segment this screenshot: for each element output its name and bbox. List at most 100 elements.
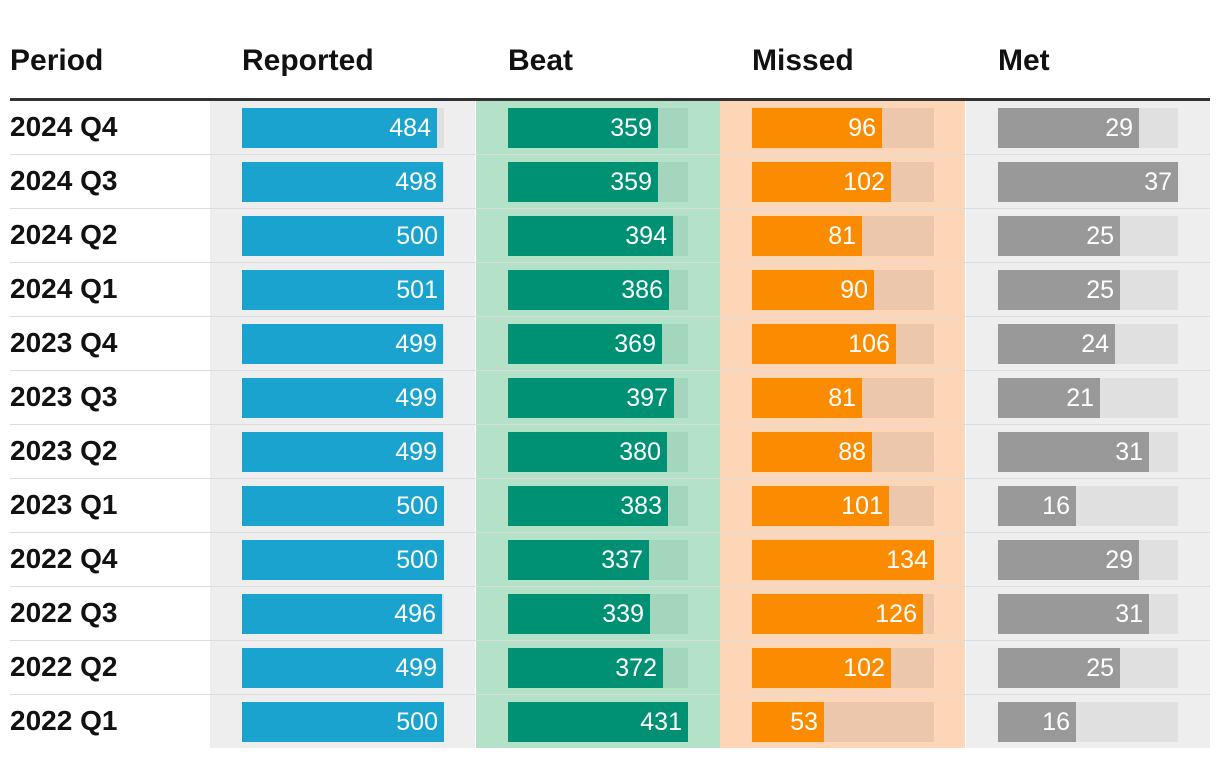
beat-value-label: 386 [621, 276, 663, 304]
met-bar-track: 29 [998, 540, 1178, 580]
table-row: 2024 Q3 498 359 102 37 [0, 155, 1220, 209]
beat-bar-track: 394 [508, 216, 688, 256]
beat-bar-track: 386 [508, 270, 688, 310]
table-row: 2022 Q4 500 337 134 29 [0, 533, 1220, 587]
met-value-label: 16 [1042, 708, 1070, 736]
period-label: 2022 Q2 [10, 651, 118, 682]
beat-bar-track: 337 [508, 540, 688, 580]
met-bar [998, 432, 1149, 472]
missed-bar-track: 88 [752, 432, 934, 472]
reported-bar-track: 499 [242, 324, 444, 364]
met-bar-track: 25 [998, 270, 1178, 310]
met-bar [998, 486, 1076, 526]
missed-bar-track: 134 [752, 540, 934, 580]
met-value-label: 16 [1042, 492, 1070, 520]
table-row: 2022 Q2 499 372 102 25 [0, 641, 1220, 695]
reported-bar-track: 498 [242, 162, 444, 202]
period-label: 2024 Q2 [10, 219, 118, 250]
reported-value-label: 499 [395, 654, 437, 682]
reported-value-label: 499 [395, 330, 437, 358]
missed-bar [752, 486, 889, 526]
reported-bar-track: 500 [242, 216, 444, 256]
missed-value-label: 96 [848, 114, 876, 142]
missed-bar [752, 324, 896, 364]
beat-bar [508, 648, 663, 688]
met-bar-track: 25 [998, 216, 1178, 256]
beat-bar-track: 380 [508, 432, 688, 472]
period-label: 2024 Q4 [10, 111, 118, 142]
beat-value-label: 380 [619, 438, 661, 466]
met-bar-track: 21 [998, 378, 1178, 418]
column-header-period: Period [10, 44, 104, 77]
met-bar-track: 37 [998, 162, 1178, 202]
reported-bar [242, 162, 443, 202]
missed-bar-track: 102 [752, 648, 934, 688]
reported-value-label: 500 [396, 222, 438, 250]
row-separator [10, 424, 1210, 425]
reported-value-label: 499 [395, 438, 437, 466]
column-header-missed: Missed [752, 44, 854, 77]
missed-bar [752, 648, 891, 688]
missed-bar-track: 81 [752, 378, 934, 418]
period-label: 2022 Q3 [10, 597, 118, 628]
reported-bar [242, 108, 437, 148]
met-bar [998, 270, 1120, 310]
period-label: 2023 Q2 [10, 435, 118, 466]
met-value-label: 25 [1086, 222, 1114, 250]
row-separator [10, 208, 1210, 209]
met-bar-track: 29 [998, 108, 1178, 148]
reported-bar [242, 216, 444, 256]
beat-bar-track: 339 [508, 594, 688, 634]
missed-value-label: 101 [841, 492, 883, 520]
missed-value-label: 126 [875, 600, 917, 628]
beat-bar-track: 397 [508, 378, 688, 418]
met-value-label: 29 [1105, 114, 1133, 142]
met-bar [998, 216, 1120, 256]
beat-value-label: 431 [640, 708, 682, 736]
met-bar [998, 378, 1100, 418]
table-row: 2024 Q1 501 386 90 25 [0, 263, 1220, 317]
column-header-met: Met [998, 44, 1050, 77]
reported-bar [242, 378, 443, 418]
missed-bar-track: 101 [752, 486, 934, 526]
met-bar [998, 648, 1120, 688]
beat-bar-track: 431 [508, 702, 688, 742]
beat-bar-track: 359 [508, 162, 688, 202]
reported-bar [242, 324, 443, 364]
met-value-label: 25 [1086, 276, 1114, 304]
met-value-label: 31 [1115, 600, 1143, 628]
missed-bar-track: 102 [752, 162, 934, 202]
missed-bar [752, 702, 824, 742]
table-row: 2023 Q1 500 383 101 16 [0, 479, 1220, 533]
reported-bar [242, 270, 444, 310]
beat-bar-track: 359 [508, 108, 688, 148]
beat-bar [508, 486, 668, 526]
reported-bar-track: 499 [242, 378, 444, 418]
met-bar-track: 31 [998, 432, 1178, 472]
reported-bar-track: 500 [242, 540, 444, 580]
met-bar [998, 324, 1115, 364]
period-label: 2022 Q1 [10, 705, 118, 736]
missed-value-label: 53 [790, 708, 818, 736]
row-separator [10, 478, 1210, 479]
missed-bar [752, 108, 882, 148]
missed-value-label: 88 [838, 438, 866, 466]
reported-bar-track: 500 [242, 702, 444, 742]
reported-value-label: 500 [396, 708, 438, 736]
missed-bar-track: 106 [752, 324, 934, 364]
beat-value-label: 372 [615, 654, 657, 682]
met-value-label: 25 [1086, 654, 1114, 682]
met-bar [998, 702, 1076, 742]
column-header-reported: Reported [242, 44, 374, 77]
beat-value-label: 394 [625, 222, 667, 250]
beat-value-label: 359 [610, 168, 652, 196]
reported-bar-track: 499 [242, 648, 444, 688]
row-separator [10, 694, 1210, 695]
met-bar-track: 31 [998, 594, 1178, 634]
reported-value-label: 500 [396, 492, 438, 520]
table-row: 2023 Q2 499 380 88 31 [0, 425, 1220, 479]
missed-value-label: 134 [886, 546, 928, 574]
missed-bar [752, 162, 891, 202]
reported-bar-track: 500 [242, 486, 444, 526]
